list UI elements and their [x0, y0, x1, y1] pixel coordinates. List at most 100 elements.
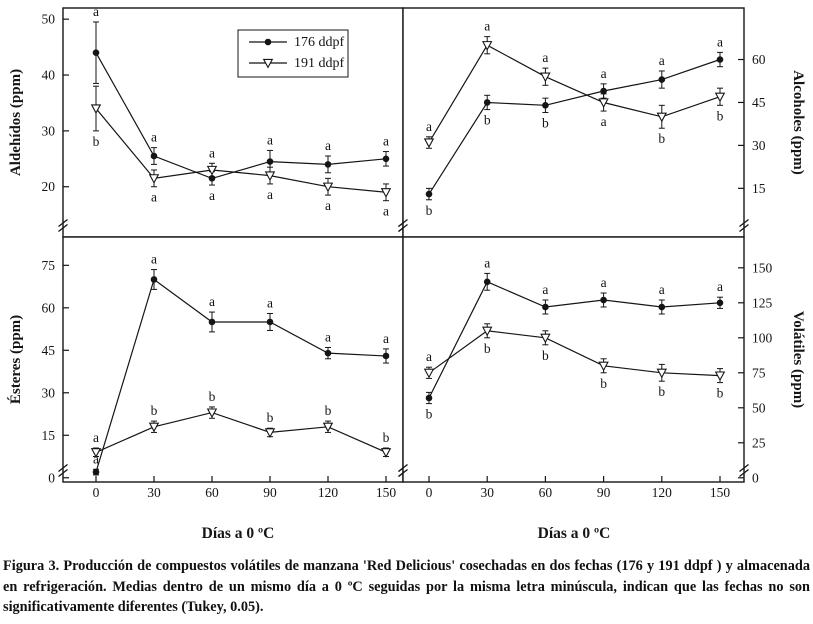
significance-letter: a [151, 252, 157, 267]
x-tick-label: 90 [263, 485, 277, 500]
x-tick-label: 120 [318, 485, 339, 500]
y-axis-break [739, 223, 749, 233]
significance-letter: a [659, 53, 665, 68]
x-tick-label: 120 [652, 485, 673, 500]
significance-letter: a [267, 187, 273, 202]
y-tick-label: 60 [42, 300, 56, 315]
significance-letter: b [209, 389, 216, 404]
marker-open-triangle [714, 92, 726, 103]
marker-open-triangle [481, 41, 493, 51]
y-axis-title: Aldehídos (ppm) [8, 69, 24, 176]
y-tick-label: 75 [752, 365, 766, 380]
significance-letter: a [601, 275, 607, 290]
y-axis-break [398, 218, 408, 228]
marker-open-triangle [322, 422, 334, 433]
y-tick-label: 25 [752, 435, 766, 450]
y-tick-label: 20 [42, 179, 56, 194]
y-axis-break [398, 223, 408, 233]
significance-letter: a [383, 134, 389, 149]
significance-letter: b [151, 403, 158, 418]
marker-filled-circle [600, 296, 607, 304]
marker-filled-circle [542, 102, 549, 109]
significance-letter: a [93, 4, 99, 19]
marker-filled-circle [716, 56, 724, 63]
significance-letter: a [659, 282, 665, 297]
significance-letter: b [717, 108, 724, 123]
significance-letter: b [325, 403, 332, 418]
y-axis-break [739, 218, 749, 228]
marker-filled-circle [716, 299, 724, 307]
marker-open-triangle [540, 333, 551, 344]
significance-letter: b [426, 407, 433, 422]
marker-filled-circle [324, 349, 332, 357]
x-tick-label: 0 [426, 485, 433, 500]
significance-letter: b [383, 430, 390, 445]
significance-letter: b [484, 113, 491, 128]
series-line-176ddpf [428, 58, 721, 195]
y-axis-break [58, 218, 68, 228]
x-axis-title: Días a 0 ºC [538, 525, 611, 542]
significance-letter: a [426, 349, 432, 364]
marker-open-triangle [264, 171, 276, 182]
marker-filled-circle [266, 318, 274, 326]
panel-border-top-left [62, 7, 404, 238]
panel-border-bottom-left [62, 236, 404, 483]
significance-letter: b [600, 376, 607, 391]
y-tick-label: 45 [752, 95, 766, 110]
significance-letter: a [383, 331, 389, 346]
marker-open-triangle [598, 361, 609, 372]
y-tick-label: 30 [42, 123, 56, 138]
significance-letter: a [209, 145, 215, 160]
significance-letter: a [542, 282, 548, 297]
y-axis-break [398, 463, 408, 473]
marker-open-triangle [264, 428, 276, 438]
legend-label: 176 ddpf [294, 35, 345, 50]
x-tick-label: 150 [710, 485, 731, 500]
significance-letter: a [325, 138, 331, 153]
y-tick-label: 45 [42, 343, 56, 358]
marker-filled-circle [92, 468, 100, 476]
y-tick-label: 50 [752, 400, 766, 415]
significance-letter: a [93, 430, 99, 445]
marker-filled-circle [658, 76, 666, 83]
series-line-176ddpf [95, 52, 387, 180]
marker-open-triangle [380, 188, 392, 198]
x-tick-label: 0 [93, 485, 100, 500]
marker-open-triangle [481, 326, 493, 337]
marker-open-triangle [206, 165, 218, 176]
y-tick-label: 60 [752, 52, 766, 67]
series-line-191ddpf [95, 411, 387, 453]
marker-open-triangle [598, 98, 609, 109]
marker-open-triangle [540, 72, 551, 83]
x-tick-label: 60 [205, 485, 219, 500]
significance-letter: a [484, 19, 490, 34]
marker-open-triangle [423, 138, 435, 149]
marker-filled-circle [208, 318, 216, 326]
y-axis-title: Ésteres (ppm) [7, 315, 24, 404]
x-tick-label: 30 [147, 485, 161, 500]
figure-caption: Figura 3. Producción de compuestos volát… [3, 558, 810, 616]
marker-open-triangle [90, 104, 102, 115]
marker-filled-circle [542, 303, 549, 311]
marker-filled-circle [658, 303, 666, 311]
marker-open-triangle [148, 174, 160, 184]
y-tick-label: 30 [752, 138, 766, 153]
significance-letter: a [209, 188, 215, 203]
marker-open-triangle [656, 368, 668, 379]
y-tick-label: 0 [752, 470, 759, 485]
series-line-176ddpf [428, 281, 721, 399]
marker-filled-circle [382, 155, 390, 163]
marker-filled-circle [92, 49, 100, 56]
significance-letter: a [93, 451, 99, 466]
significance-letter: b [426, 203, 433, 218]
significance-letter: a [601, 66, 607, 81]
y-tick-label: 150 [752, 260, 773, 275]
series-line-176ddpf [95, 278, 387, 473]
legend-label: 191 ddpf [294, 56, 345, 71]
legend-box [237, 29, 349, 78]
marker-filled-circle [425, 394, 433, 402]
marker-open-triangle [90, 448, 102, 458]
marker-filled-circle [425, 190, 433, 198]
